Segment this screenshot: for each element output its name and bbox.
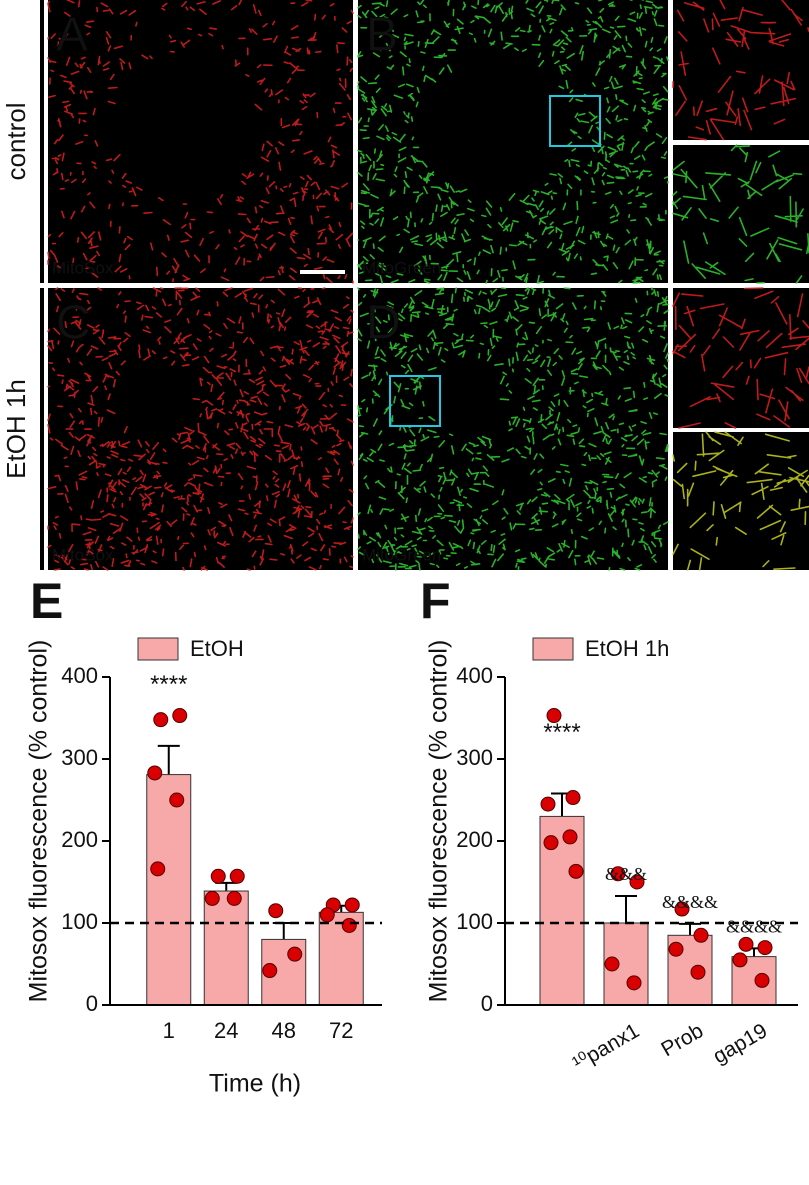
x-tick-label: Prob: [657, 1019, 707, 1061]
mitochondria: [47, 0, 354, 284]
panel-letter: D: [366, 297, 401, 350]
row-label: control: [1, 102, 31, 180]
mitochondria: [357, 287, 669, 571]
data-point: [262, 963, 278, 979]
data-point: [210, 868, 226, 884]
y-tick-label: 0: [86, 991, 98, 1016]
data-point: [169, 792, 185, 808]
legend-swatch: [532, 637, 574, 661]
mitochondria: [47, 287, 354, 571]
x-tick-label: 1: [163, 1018, 175, 1043]
data-point: [226, 890, 242, 906]
x-tick-label: 24: [214, 1018, 238, 1043]
data-point: [562, 829, 578, 845]
mitochondria: [672, 431, 809, 571]
legend-label: EtOH 1h: [585, 636, 669, 661]
panel-letter: F: [420, 573, 451, 629]
stain-label: MitoSox: [52, 545, 114, 564]
x-tick-label: gap19: [709, 1019, 771, 1068]
data-point: [546, 708, 562, 724]
data-point: [629, 874, 645, 890]
data-point: [204, 890, 220, 906]
data-point: [610, 866, 626, 882]
y-tick-label: 100: [61, 909, 98, 934]
y-tick-label: 300: [456, 745, 493, 770]
significance: ****: [543, 719, 580, 746]
y-tick-label: 200: [456, 827, 493, 852]
data-point: [738, 936, 754, 952]
stain-label: MitoGreen: [362, 545, 441, 564]
roi-box: [389, 375, 441, 427]
data-point: [268, 903, 284, 919]
image-bg: [48, 288, 353, 570]
image-bg: [673, 432, 809, 570]
data-point: [690, 964, 706, 980]
row-label: EtOH 1h: [1, 379, 31, 479]
data-point: [732, 952, 748, 968]
data-point: [674, 901, 690, 917]
data-point: [565, 790, 581, 806]
significance: ****: [150, 671, 187, 698]
data-point: [757, 940, 773, 956]
roi-box: [549, 95, 601, 147]
data-point: [147, 765, 163, 781]
image-bg: [673, 145, 809, 283]
y-tick-label: 0: [481, 991, 493, 1016]
data-point: [668, 941, 684, 957]
stain-label: MitoGreen: [362, 258, 441, 277]
mitochondria: [672, 144, 809, 284]
image-bg: [358, 0, 668, 283]
data-point: [754, 972, 770, 988]
mitochondria: [672, 0, 809, 141]
data-point: [543, 835, 559, 851]
data-point: [153, 712, 169, 728]
image-bg: [673, 0, 809, 140]
mitochondria: [357, 0, 669, 284]
legend-swatch: [137, 637, 179, 661]
row-bar: [40, 288, 44, 570]
significance: &&&: [605, 864, 647, 884]
bar: [203, 890, 249, 1006]
data-point: [341, 917, 357, 933]
data-point: [540, 796, 556, 812]
mitochondria: [672, 287, 809, 429]
significance: &&&&: [726, 917, 782, 937]
y-tick-label: 400: [456, 663, 493, 688]
data-point: [344, 897, 360, 913]
image-bg: [48, 0, 353, 283]
panel-letter: A: [56, 9, 88, 62]
x-tick-label: ¹⁰panx1: [569, 1019, 643, 1075]
data-point: [287, 946, 303, 962]
bar: [146, 774, 192, 1006]
data-point: [150, 861, 166, 877]
data-point: [693, 927, 709, 943]
y-tick-label: 100: [456, 909, 493, 934]
data-point: [172, 708, 188, 724]
x-axis-title: Time (h): [209, 1070, 301, 1098]
legend-label: EtOH: [190, 636, 244, 661]
x-tick-label: 48: [272, 1018, 296, 1043]
panel-letter: E: [30, 573, 63, 629]
y-tick-label: 400: [61, 663, 98, 688]
data-point: [626, 975, 642, 991]
significance: &&&&: [662, 892, 718, 912]
y-tick-label: 300: [61, 745, 98, 770]
data-point: [319, 907, 335, 923]
y-axis-title: Mitosox fluorescence (% control): [25, 640, 53, 1003]
scale-bar: [300, 270, 345, 274]
image-bg: [673, 288, 809, 428]
bar: [539, 815, 585, 1006]
stain-label: MitoSox: [52, 258, 114, 277]
y-axis-title: Mitosox fluorescence (% control): [425, 640, 453, 1003]
data-point: [604, 956, 620, 972]
y-tick-label: 200: [61, 827, 98, 852]
data-point: [568, 863, 584, 879]
row-bar: [40, 0, 44, 283]
data-point: [229, 868, 245, 884]
panel-letter: B: [366, 9, 398, 62]
panel-letter: C: [56, 297, 91, 350]
x-tick-label: 72: [329, 1018, 353, 1043]
